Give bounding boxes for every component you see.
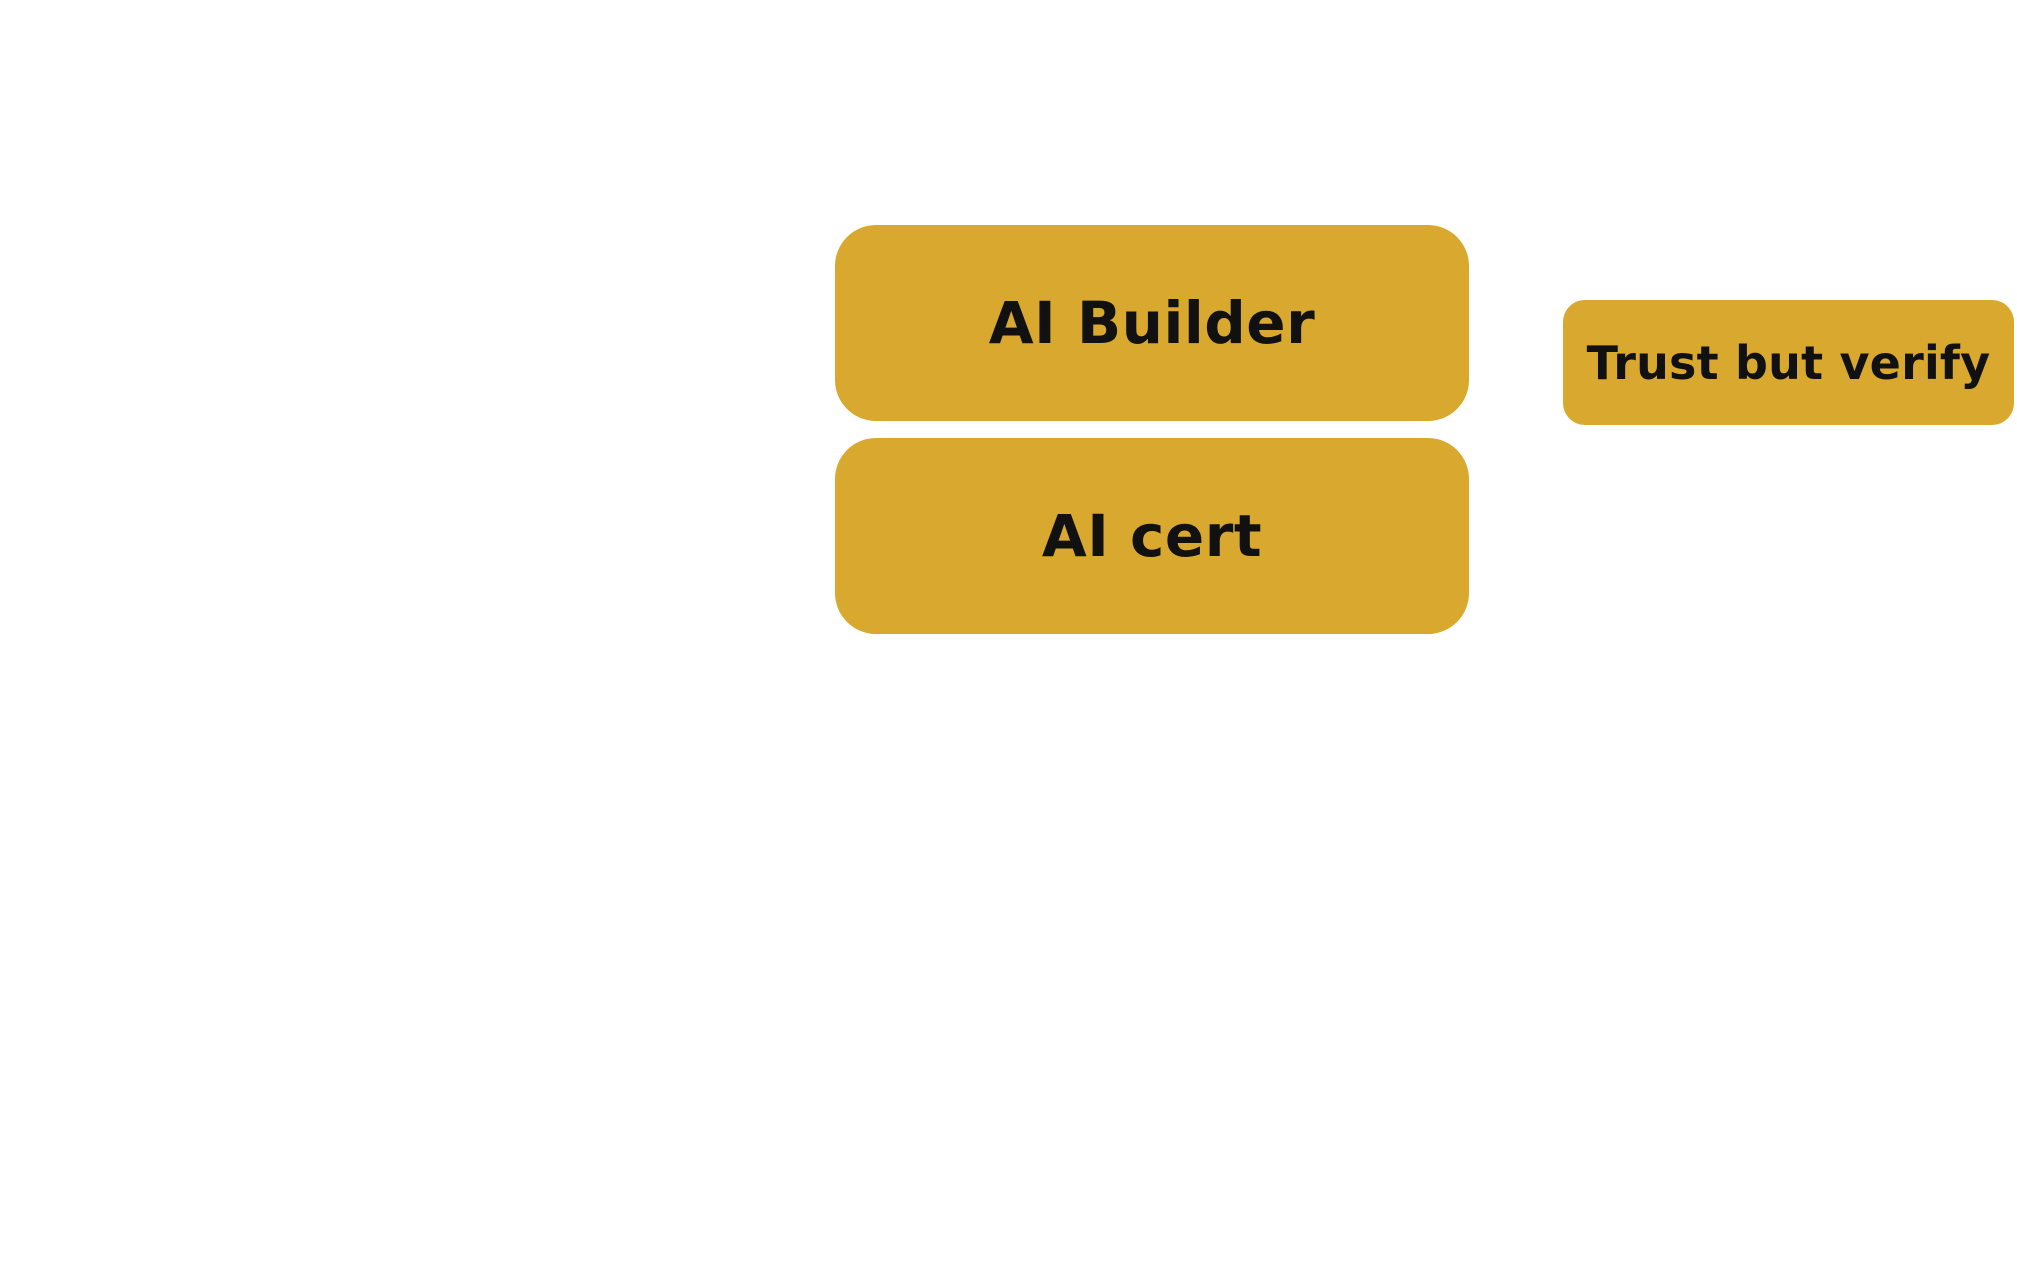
node-trust-but-verify[interactable]: Trust but verify [1563,300,2014,425]
node-ai-builder[interactable]: AI Builder [835,225,1469,421]
node-ai-cert[interactable]: AI cert [835,438,1469,634]
node-ai-cert-label: AI cert [1041,502,1263,570]
node-ai-builder-label: AI Builder [988,289,1316,357]
node-trust-but-verify-label: Trust but verify [1586,335,1991,390]
